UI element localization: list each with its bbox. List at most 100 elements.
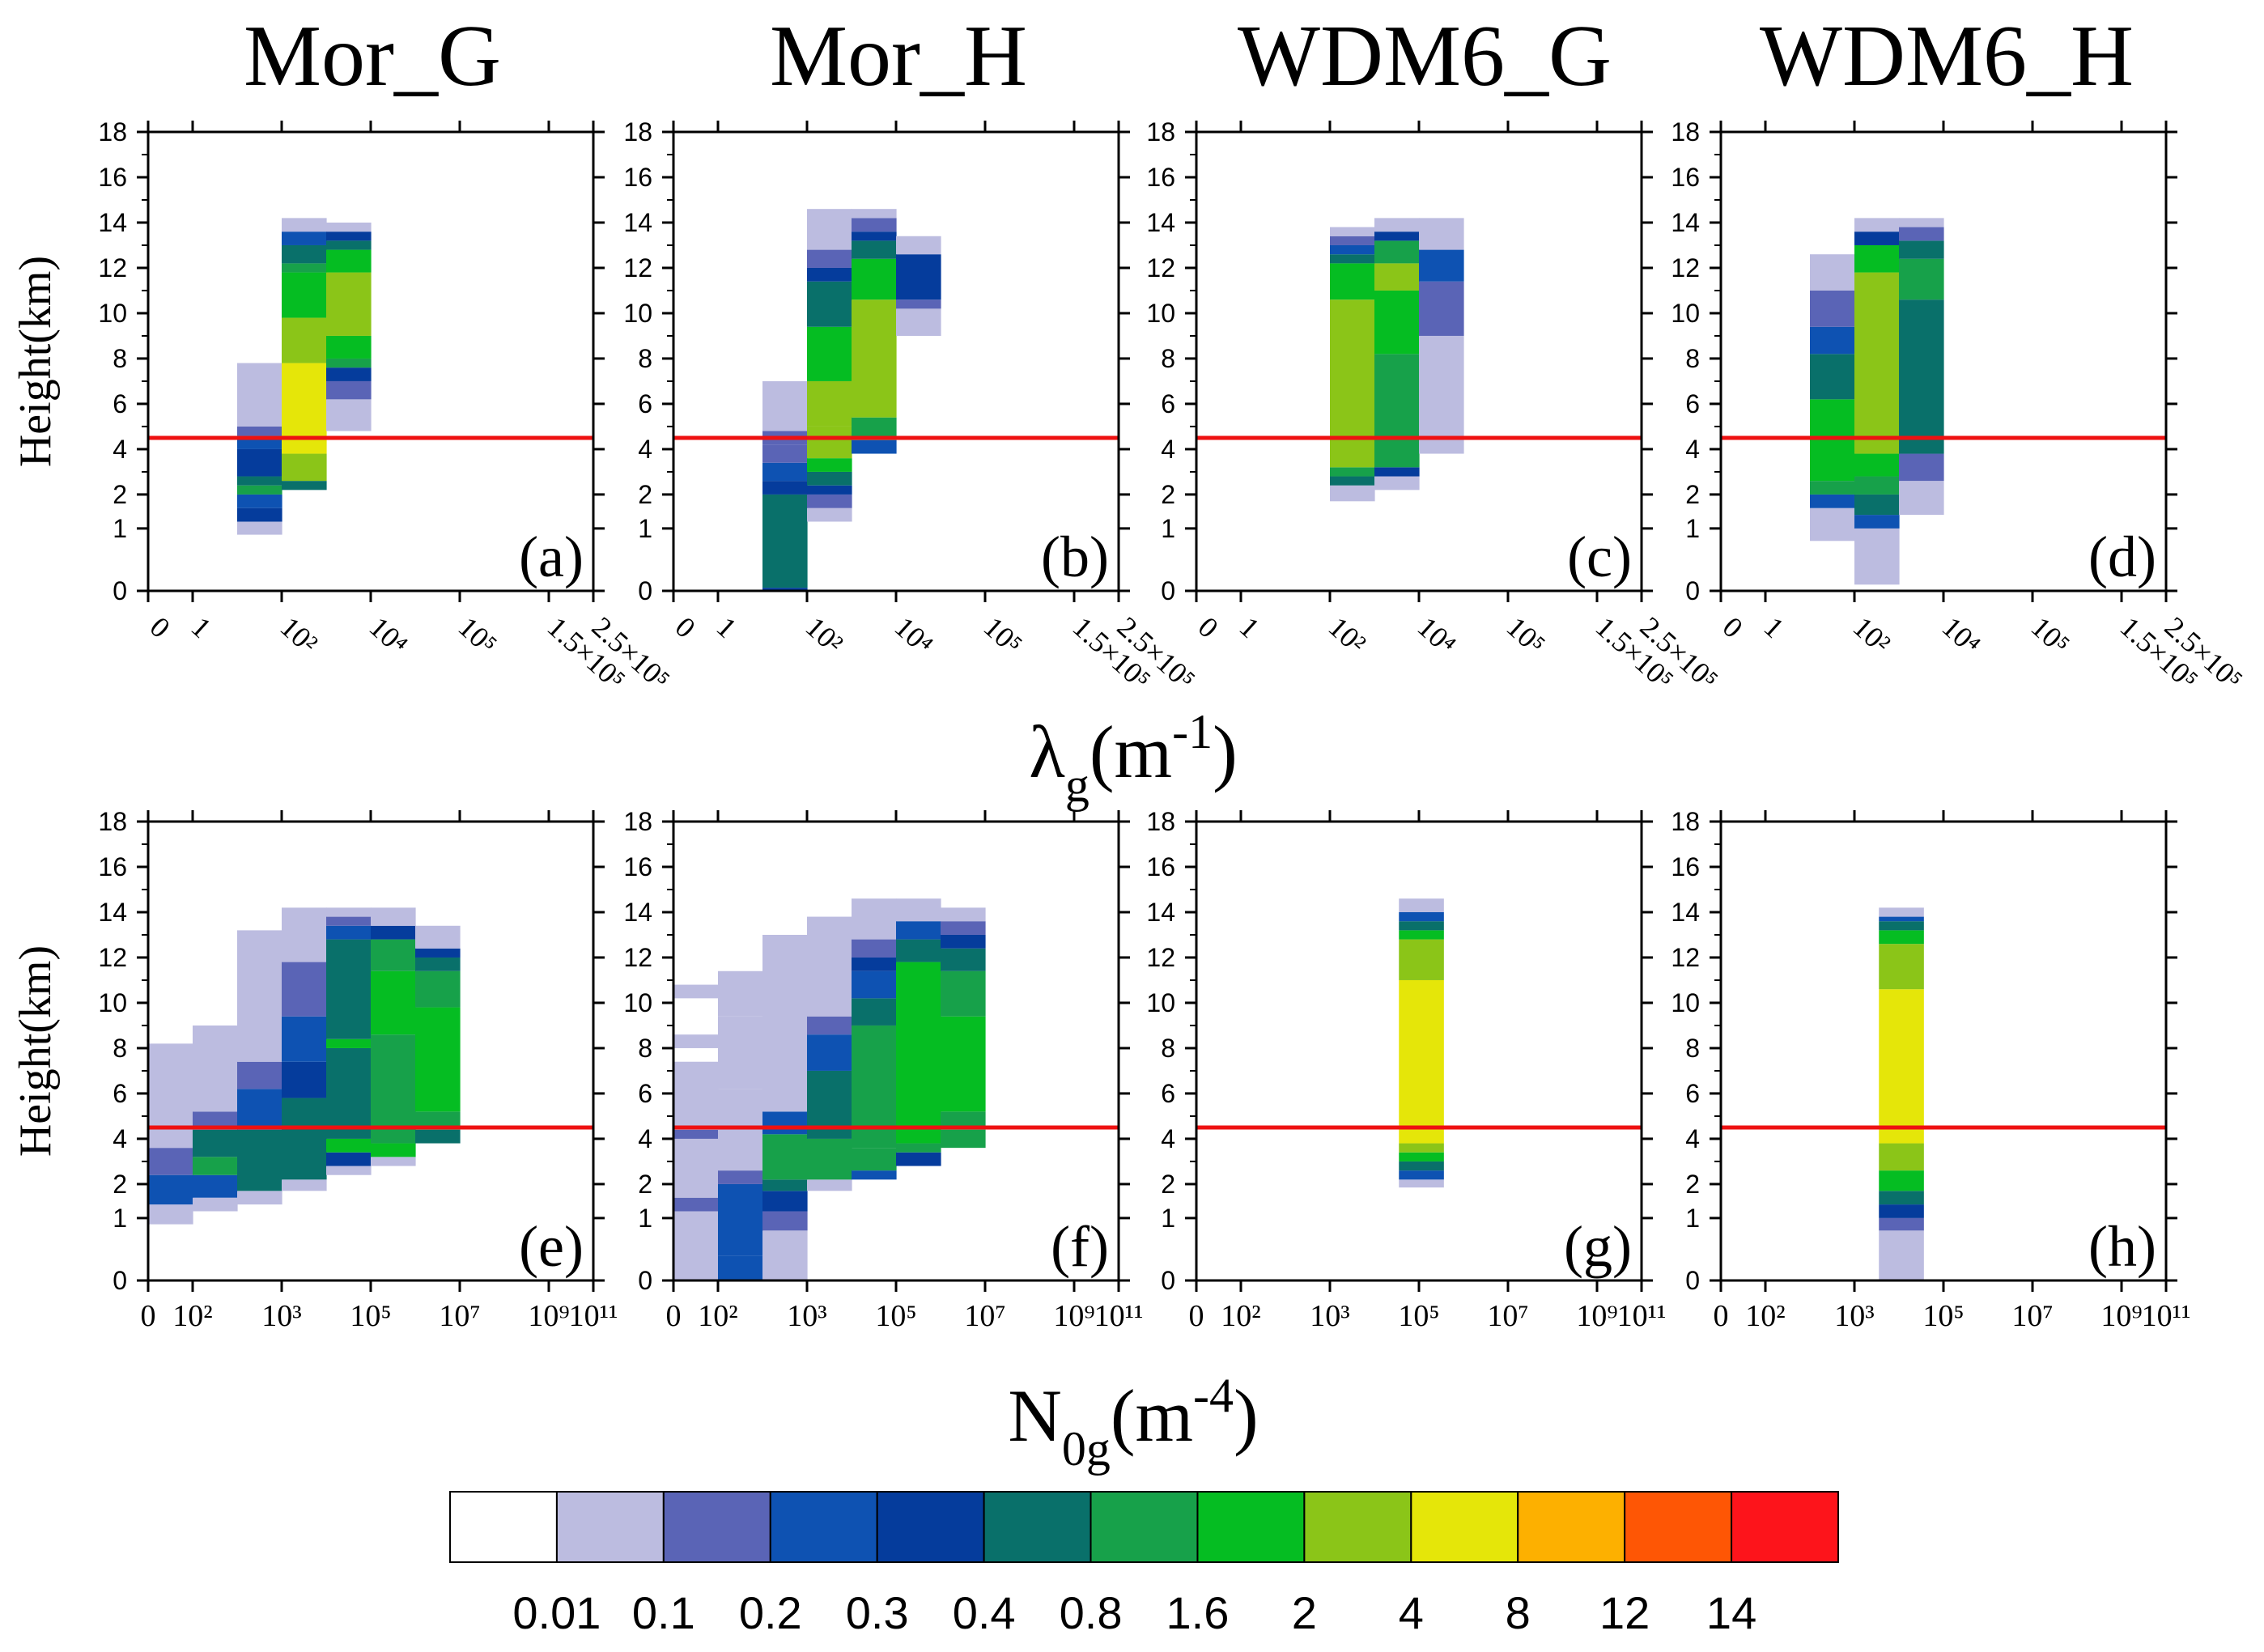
heatmap-cell bbox=[941, 1129, 986, 1149]
colorbar-swatch bbox=[1410, 1491, 1519, 1563]
heatmap-cell bbox=[371, 1143, 416, 1157]
y-tick-label: 12 bbox=[623, 253, 652, 282]
heatmap-cell bbox=[282, 244, 327, 264]
heatmap-cell bbox=[1374, 218, 1420, 232]
heatmap-cell bbox=[1810, 254, 1855, 291]
y-tick-label: 14 bbox=[1146, 208, 1175, 237]
heatmap-cell bbox=[1399, 939, 1444, 980]
y-tick-label: 2 bbox=[1685, 480, 1700, 509]
heatmap-cell bbox=[1899, 240, 1944, 259]
heatmap-cell bbox=[762, 934, 808, 1112]
y-tick-label: 4 bbox=[1685, 435, 1700, 464]
heatmap-cells-f bbox=[673, 898, 986, 1280]
x-tick-label: 10⁴ bbox=[889, 610, 940, 660]
x-tick-label: 10¹¹ bbox=[569, 1299, 618, 1333]
heatmap-cell bbox=[282, 363, 327, 454]
panel-label: (a) bbox=[519, 524, 584, 589]
y-tick-label: 8 bbox=[1685, 344, 1700, 373]
heatmap-cell bbox=[326, 335, 372, 359]
heatmap-cell bbox=[1854, 453, 1900, 477]
y-tick-label: 0 bbox=[113, 576, 127, 605]
heatmap-cell bbox=[1374, 290, 1420, 355]
heatmap-cell bbox=[1810, 507, 1855, 541]
heatmap-cells-h bbox=[1879, 907, 1924, 1280]
heatmap-cell bbox=[237, 1089, 282, 1130]
x-tick-label: 10² bbox=[172, 1299, 212, 1333]
y-tick-label: 2 bbox=[638, 480, 652, 509]
x-tick-label: 10⁵ bbox=[2025, 610, 2076, 660]
heatmap-cell bbox=[852, 957, 897, 971]
y-tick-label: 4 bbox=[638, 1124, 652, 1153]
y-tick-label: 1 bbox=[638, 514, 652, 543]
y-tick-label: 2 bbox=[113, 1170, 127, 1199]
x-tick-label: 10⁹ bbox=[1053, 1299, 1094, 1333]
x-tick-label: 10⁷ bbox=[439, 1299, 480, 1333]
y-tick-label: 18 bbox=[1671, 117, 1700, 147]
heatmap-cell bbox=[326, 1138, 372, 1153]
x-tick-label: 10¹¹ bbox=[1094, 1299, 1144, 1333]
heatmap-cell bbox=[718, 1016, 763, 1089]
heatmap-cell bbox=[1854, 231, 1900, 245]
y-tick-label: 1 bbox=[1685, 514, 1700, 543]
x-tick-label: 10¹¹ bbox=[2142, 1299, 2191, 1333]
colorbar-swatch bbox=[769, 1491, 878, 1563]
heatmap-cell bbox=[807, 507, 852, 522]
colorbar-label: 1.6 bbox=[1166, 1587, 1230, 1638]
colorbar-swatch bbox=[1303, 1491, 1412, 1563]
heatmap-cell bbox=[193, 1157, 238, 1175]
heatmap-cells-g bbox=[1399, 898, 1444, 1188]
heatmap-cell bbox=[762, 1230, 808, 1280]
y-tick-label: 10 bbox=[1146, 988, 1175, 1017]
heatmap-cell bbox=[415, 948, 461, 958]
colorbar-swatch bbox=[876, 1491, 985, 1563]
x-tick-label: 10⁵ bbox=[1398, 1299, 1439, 1333]
heatmap-cell bbox=[896, 921, 941, 940]
x-tick-label: 10⁷ bbox=[1487, 1299, 1528, 1333]
heatmap-cell bbox=[852, 299, 897, 418]
heatmap-cell bbox=[1330, 227, 1375, 236]
heatmap-cell bbox=[326, 222, 372, 232]
heatmap-cell bbox=[1879, 1204, 1924, 1218]
heatmap-cell bbox=[326, 916, 372, 926]
heatmap-cell bbox=[1879, 1217, 1924, 1231]
heatmap-cell bbox=[282, 907, 327, 962]
heatmap-cells-b bbox=[762, 209, 941, 591]
heatmap-cell bbox=[326, 1152, 372, 1166]
panel-label: (e) bbox=[519, 1214, 584, 1279]
heatmap-cell bbox=[282, 263, 327, 273]
colorbar-label: 0.1 bbox=[632, 1587, 695, 1638]
heatmap-cell bbox=[1399, 921, 1444, 931]
x-tick-label: 1 bbox=[711, 610, 743, 644]
heatmap-cell bbox=[1879, 944, 1924, 990]
heatmap-cell bbox=[237, 1129, 282, 1191]
heatmap-cell bbox=[282, 962, 327, 1017]
heatmap-cell bbox=[282, 1179, 327, 1191]
y-tick-label: 2 bbox=[1161, 1170, 1175, 1199]
heatmap-cell bbox=[237, 494, 282, 508]
y-tick-label: 1 bbox=[1685, 1204, 1700, 1233]
panel-frame bbox=[1719, 820, 2168, 1282]
heatmap-cell bbox=[852, 998, 897, 1026]
colorbar-label: 0.4 bbox=[953, 1587, 1016, 1638]
y-tick-label: 1 bbox=[638, 1204, 652, 1233]
heatmap-cell bbox=[1879, 1230, 1924, 1280]
heatmap-cell bbox=[1330, 254, 1375, 264]
heatmap-cell bbox=[237, 426, 282, 436]
heatmap-cell bbox=[1374, 263, 1420, 291]
heatmap-cell bbox=[415, 925, 461, 949]
y-tick-label: 10 bbox=[1671, 988, 1700, 1017]
heatmap-cell bbox=[1374, 354, 1420, 468]
x-tick-label: 0 bbox=[141, 1299, 156, 1333]
column-title-mor-g: Mor_G bbox=[244, 8, 501, 104]
y-tick-label: 2 bbox=[1161, 480, 1175, 509]
heatmap-cell bbox=[807, 494, 852, 508]
heatmap-cell bbox=[1399, 1152, 1444, 1161]
heatmap-cell bbox=[237, 485, 282, 495]
colorbar-swatch bbox=[1517, 1491, 1626, 1563]
heatmap-cell bbox=[1374, 476, 1420, 491]
colorbar-label: 14 bbox=[1706, 1587, 1756, 1638]
x-tick-label: 1 bbox=[1758, 610, 1790, 644]
heatmap-cell bbox=[326, 249, 372, 273]
